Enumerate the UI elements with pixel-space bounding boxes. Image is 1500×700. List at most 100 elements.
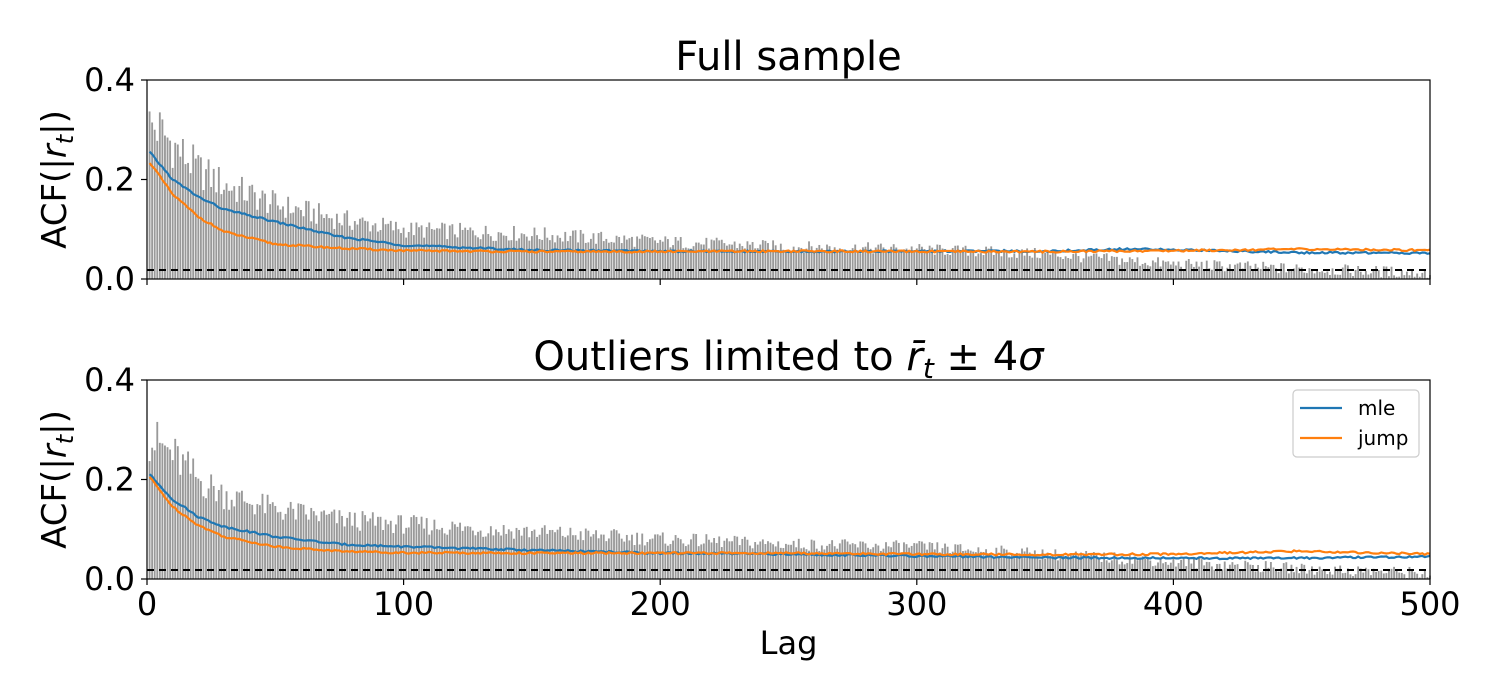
acf-bar — [253, 514, 256, 579]
acf-bar — [956, 245, 959, 279]
acf-bar — [497, 532, 500, 579]
acf-bar — [1177, 563, 1180, 579]
acf-bar — [725, 245, 728, 279]
acf-bar — [946, 546, 949, 579]
acf-bar — [656, 242, 659, 279]
acf-bar — [202, 190, 205, 279]
acf-bar — [1118, 564, 1121, 579]
acf-bar — [1080, 552, 1082, 579]
acf-bar — [297, 503, 300, 579]
acf-bar — [161, 119, 164, 279]
acf-bar — [649, 238, 651, 279]
chart-title: Outliers limited to r̄t ± 4σ — [533, 334, 1045, 385]
acf-bar — [477, 531, 479, 579]
acf-bar — [582, 233, 585, 279]
acf-bar — [402, 533, 405, 579]
acf-bar — [636, 236, 639, 279]
acf-bar — [643, 545, 646, 579]
acf-bar — [946, 254, 949, 279]
acf-bar — [1198, 266, 1200, 279]
acf-bar — [1416, 573, 1419, 579]
acf-bar — [718, 240, 721, 279]
acf-bar — [1133, 558, 1136, 579]
acf-bar — [638, 238, 641, 279]
acf-bar — [1041, 251, 1044, 279]
acf-bar — [1149, 560, 1152, 579]
acf-bar — [579, 229, 582, 279]
acf-bar — [471, 530, 474, 579]
acf-bar — [1041, 549, 1044, 579]
acf-bar — [359, 530, 361, 579]
acf-bar — [931, 543, 934, 579]
acf-bar — [1036, 558, 1039, 579]
acf-bar — [1131, 259, 1134, 279]
acf-bar — [425, 518, 428, 579]
acf-bar — [867, 242, 869, 279]
acf-bar — [664, 543, 667, 579]
acf-bar — [792, 246, 795, 279]
acf-bar — [918, 244, 921, 279]
acf-bar — [528, 240, 531, 279]
acf-bar — [171, 167, 174, 279]
acf-bar — [756, 544, 759, 579]
acf-bar — [561, 535, 564, 579]
acf-bar — [600, 231, 603, 279]
acf-bar — [1210, 269, 1213, 279]
acf-bar — [1085, 551, 1088, 579]
acf-bar — [1077, 555, 1080, 579]
acf-bar — [915, 248, 918, 279]
acf-bar — [820, 248, 823, 279]
acf-bar — [1246, 261, 1249, 279]
acf-bar — [1418, 276, 1421, 279]
acf-bar — [466, 526, 469, 579]
acf-bar — [554, 532, 556, 579]
acf-bar — [1228, 564, 1231, 579]
acf-bar — [346, 210, 349, 279]
acf-bar — [369, 231, 372, 279]
acf-bar — [566, 241, 569, 279]
acf-bar — [433, 229, 436, 279]
acf-bar — [1067, 258, 1070, 279]
acf-bar — [1362, 274, 1365, 279]
acf-bar — [1098, 256, 1100, 279]
acf-bar — [1313, 273, 1316, 279]
acf-bar — [656, 534, 659, 579]
acf-bar — [1159, 558, 1162, 579]
acf-bar — [1177, 261, 1180, 279]
acf-bar — [751, 548, 754, 579]
acf-bar — [679, 539, 682, 579]
acf-bar — [1131, 563, 1134, 579]
acf-bar — [923, 543, 926, 579]
acf-bar — [1295, 566, 1298, 579]
acf-bar — [315, 515, 318, 579]
acf-bar — [510, 531, 513, 579]
acf-bar — [980, 253, 982, 279]
acf-bar — [879, 243, 882, 279]
acf-bar — [1375, 266, 1378, 279]
acf-bar — [1364, 567, 1367, 579]
acf-bar — [813, 540, 816, 579]
acf-bar — [225, 491, 228, 579]
acf-bar — [1175, 566, 1177, 579]
panel-outliers-limited: 0.0 0.2 0.4 0 100 200 300 400 500 Outliers limite… — [35, 334, 1461, 662]
acf-bar — [356, 224, 359, 279]
acf-bar — [1082, 258, 1085, 279]
acf-bar — [808, 550, 810, 579]
acf-bar — [1403, 275, 1406, 279]
acf-bar — [1182, 558, 1185, 579]
acf-bar — [856, 251, 859, 279]
acf-bar — [1126, 262, 1129, 279]
acf-bar — [1390, 266, 1393, 279]
y-tick-label: 0.4 — [84, 61, 135, 99]
acf-bar — [1139, 265, 1141, 279]
acf-bar — [1287, 269, 1290, 279]
acf-bar — [1054, 549, 1057, 579]
acf-bar — [502, 235, 505, 279]
acf-bar — [577, 539, 580, 579]
acf-bar — [915, 543, 918, 579]
acf-bar — [926, 549, 928, 579]
acf-bar — [389, 520, 392, 579]
acf-bar — [1013, 253, 1016, 279]
acf-bar — [258, 505, 261, 579]
acf-bar — [972, 551, 975, 579]
